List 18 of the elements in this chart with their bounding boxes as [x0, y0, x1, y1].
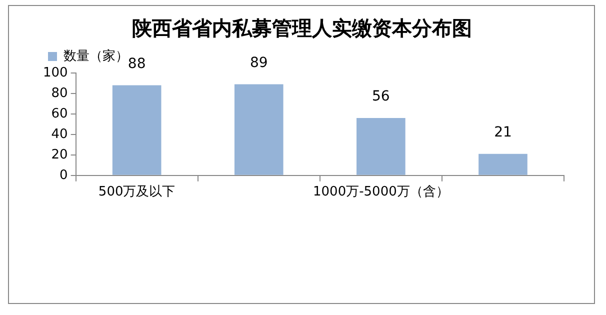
y-tick-label: 80 [51, 86, 68, 101]
chart-title: 陕西省省内私募管理人实缴资本分布图 [132, 16, 472, 40]
data-label: 88 [128, 56, 146, 72]
bar [478, 154, 528, 175]
y-tick-label: 0 [60, 168, 68, 183]
x-tick-label: 500万及以下 [98, 184, 176, 200]
bar [112, 85, 162, 175]
data-label: 89 [250, 54, 268, 71]
data-label: 56 [372, 88, 390, 105]
y-tick-label: 20 [51, 147, 68, 162]
y-tick-label: 100 [42, 65, 68, 80]
y-tick-label: 40 [51, 126, 68, 142]
bar [356, 118, 406, 175]
legend-label: 数量（家） [64, 48, 128, 64]
bar [234, 84, 284, 175]
data-label: 21 [494, 124, 512, 141]
y-tick-label: 60 [51, 106, 68, 122]
x-tick-label: 1000万-5000万（含） [313, 184, 449, 200]
